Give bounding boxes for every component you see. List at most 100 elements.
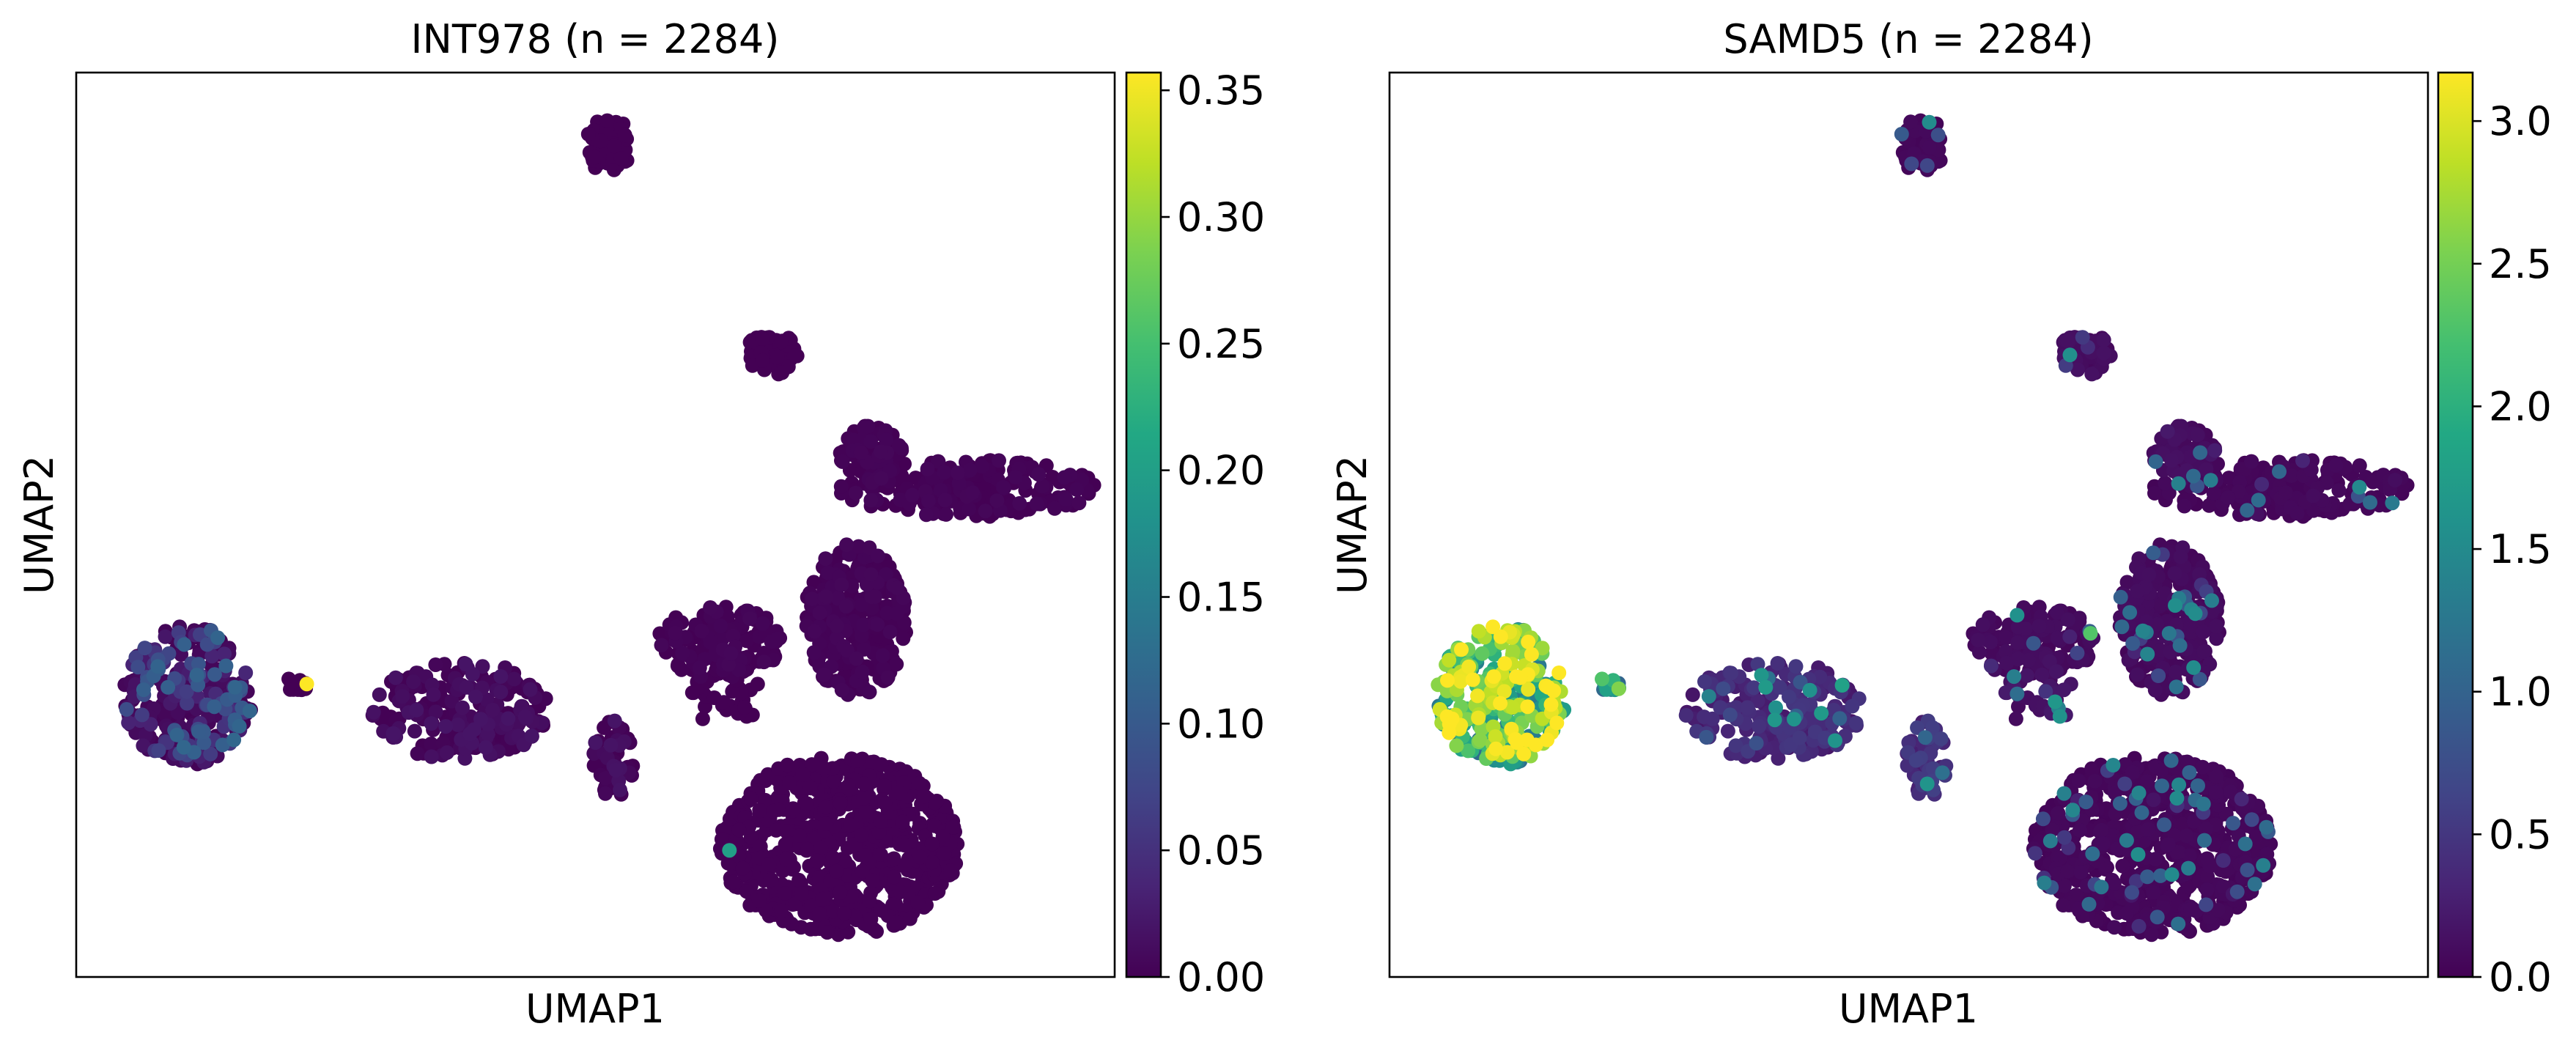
- scatter-point: [613, 782, 627, 797]
- scatter-point: [2027, 846, 2042, 861]
- scatter-point: [2167, 566, 2182, 581]
- scatter-point: [855, 664, 870, 679]
- scatter-point: [2114, 619, 2130, 635]
- scatter-point: [1834, 678, 1850, 693]
- scatter-point: [834, 577, 849, 592]
- scatter-point: [1442, 716, 1457, 731]
- scatter-point: [873, 814, 888, 829]
- scatter-point: [1449, 738, 1464, 753]
- scatter-point: [1697, 674, 1712, 689]
- scatter-point: [2148, 852, 2163, 867]
- scatter-point: [893, 885, 908, 900]
- scatter-point: [2148, 454, 2163, 469]
- scatter-point: [196, 735, 212, 751]
- scatter-point: [2204, 593, 2219, 608]
- scatter-point: [151, 743, 166, 758]
- scatter-point: [1031, 467, 1047, 482]
- scatter-point: [1919, 158, 1935, 173]
- scatter-point: [863, 755, 878, 770]
- scatter-point: [2094, 879, 2109, 895]
- scatter-point: [992, 453, 1006, 468]
- scatter-point: [2295, 453, 2310, 468]
- scatter-point: [2052, 709, 2067, 724]
- scatter-point: [916, 789, 931, 804]
- scatter-point: [134, 707, 150, 723]
- scatter-point: [744, 791, 759, 806]
- scatter-point: [835, 454, 850, 469]
- scatter-point: [608, 762, 624, 778]
- scatter-point: [805, 591, 820, 607]
- scatter-point: [924, 836, 940, 852]
- colorbar-tick-label: 0.30: [1177, 194, 1265, 240]
- scatter-point: [737, 700, 753, 715]
- scatter-point: [2160, 424, 2175, 439]
- scatter-point: [723, 646, 739, 661]
- scatter-point: [1470, 688, 1486, 704]
- scatter-point: [1749, 736, 1764, 751]
- scatter-point: [739, 884, 754, 899]
- scatter-point: [675, 646, 690, 660]
- scatter-point: [807, 624, 822, 639]
- scatter-point: [386, 726, 402, 741]
- scatter-point: [158, 707, 173, 722]
- scatter-point: [2328, 457, 2344, 473]
- scatter-point: [1521, 634, 1536, 649]
- scatter-point: [1903, 114, 1919, 130]
- scatter-point: [2221, 490, 2236, 505]
- scatter-point: [1802, 682, 1817, 698]
- scatter-point: [778, 837, 793, 852]
- scatter-point: [2163, 753, 2179, 768]
- scatter-point: [2096, 332, 2111, 347]
- scatter-point: [2135, 623, 2150, 638]
- scatter-point: [2306, 488, 2321, 504]
- scatter-point: [816, 760, 831, 775]
- scatter-point: [943, 863, 958, 878]
- scatter-point: [2140, 869, 2155, 885]
- scatter-point: [939, 506, 953, 522]
- scatter-point: [829, 863, 844, 879]
- scatter-point: [1058, 492, 1074, 507]
- scatter-point: [2056, 682, 2072, 698]
- scatter-point: [587, 150, 602, 165]
- scatter-point: [2140, 646, 2155, 662]
- scatter-point: [671, 657, 686, 672]
- scatter-point: [1069, 482, 1085, 497]
- scatter-point: [2209, 619, 2224, 634]
- colorbar-ticks-samd5: 0.0 0.5 1.0 1.5 2.0 2.5 3.0: [2473, 98, 2552, 1000]
- scatter-point: [773, 903, 789, 918]
- scatter-point: [1758, 679, 1774, 695]
- scatter-point: [2119, 906, 2134, 921]
- scatter-point: [2203, 473, 2218, 488]
- scatter-point: [1848, 715, 1864, 731]
- scatter-point: [199, 637, 215, 652]
- scatter-point: [2196, 624, 2211, 640]
- scatter-point: [812, 907, 827, 922]
- scatter-point: [1971, 633, 1986, 648]
- scatter-point: [802, 780, 818, 795]
- scatter-point: [927, 886, 942, 901]
- colorbar-ticks-int978: 0.00 0.05 0.10 0.15 0.20 0.25 0.30 0.35: [1161, 67, 1265, 1000]
- scatter-point: [2226, 816, 2241, 831]
- scatter-point: [2112, 796, 2127, 811]
- scatter-point: [2141, 822, 2156, 837]
- scatter-point: [2247, 877, 2262, 892]
- scatter-point: [2149, 910, 2165, 925]
- scatter-point: [136, 682, 151, 698]
- scatter-point: [1528, 737, 1543, 753]
- scatter-point: [2173, 549, 2188, 564]
- scatter-point: [2196, 644, 2212, 660]
- scatter-point: [854, 827, 869, 843]
- scatter-point: [598, 770, 613, 786]
- scatter-point: [2130, 667, 2145, 682]
- scatter-point: [1488, 741, 1504, 756]
- scatter-point: [721, 657, 737, 672]
- scatter-point: [2352, 458, 2367, 473]
- scatter-point: [851, 539, 866, 554]
- y-axis-label-int978: UMAP2: [16, 455, 62, 594]
- scatter-point: [179, 684, 194, 699]
- scatter-point: [874, 471, 889, 486]
- scatter-point: [829, 619, 844, 634]
- scatter-point: [426, 687, 441, 702]
- scatter-point: [2237, 836, 2253, 852]
- scatter-point: [227, 679, 243, 695]
